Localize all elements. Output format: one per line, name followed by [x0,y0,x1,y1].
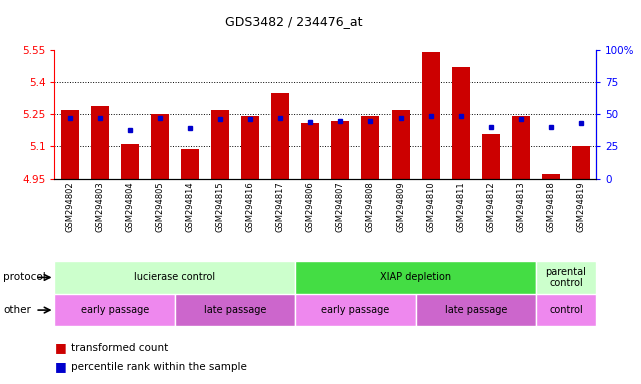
Text: GSM294803: GSM294803 [95,181,104,232]
Bar [452,67,470,179]
Text: GSM294813: GSM294813 [517,181,526,232]
Bar [271,93,289,179]
Text: GSM294819: GSM294819 [577,181,586,232]
Text: early passage: early passage [81,305,149,315]
Text: GSM294816: GSM294816 [246,181,254,232]
Text: GSM294807: GSM294807 [336,181,345,232]
Bar [482,134,500,179]
Bar [211,110,229,179]
Text: GSM294817: GSM294817 [276,181,285,232]
Bar [572,146,590,179]
Bar [331,121,349,179]
Text: control: control [549,305,583,315]
Bar [392,110,410,179]
Text: GSM294810: GSM294810 [426,181,435,232]
Text: other: other [3,305,31,315]
Bar [362,116,379,179]
Bar [121,144,138,179]
Bar [181,149,199,179]
Text: XIAP depletion: XIAP depletion [380,272,451,283]
Text: GSM294818: GSM294818 [547,181,556,232]
Text: GSM294809: GSM294809 [396,181,405,232]
Bar [512,116,530,179]
Bar [175,294,296,326]
Bar [60,110,79,179]
Text: GSM294808: GSM294808 [366,181,375,232]
Bar [422,52,440,179]
Bar [296,294,415,326]
Text: percentile rank within the sample: percentile rank within the sample [71,362,246,372]
Text: GSM294815: GSM294815 [215,181,224,232]
Bar [296,261,536,294]
Text: GSM294805: GSM294805 [155,181,164,232]
Text: GSM294806: GSM294806 [306,181,315,232]
Text: lucierase control: lucierase control [134,272,215,283]
Text: late passage: late passage [204,305,266,315]
Text: late passage: late passage [445,305,507,315]
Text: GSM294802: GSM294802 [65,181,74,232]
Text: parental
control: parental control [545,266,587,288]
Text: protocol: protocol [3,272,46,283]
Bar [536,261,596,294]
Bar [415,294,536,326]
Bar [90,106,109,179]
Text: transformed count: transformed count [71,343,168,353]
Text: GSM294814: GSM294814 [185,181,194,232]
Text: GDS3482 / 234476_at: GDS3482 / 234476_at [224,15,362,28]
Text: ■: ■ [54,341,66,354]
Text: GSM294812: GSM294812 [487,181,495,232]
Bar [241,116,259,179]
Bar [301,123,319,179]
Bar [54,261,296,294]
Bar [542,174,560,179]
Text: GSM294804: GSM294804 [125,181,134,232]
Text: early passage: early passage [321,305,390,315]
Text: GSM294811: GSM294811 [456,181,465,232]
Text: ■: ■ [54,360,66,373]
Bar [151,114,169,179]
Bar [54,294,175,326]
Bar [536,294,596,326]
